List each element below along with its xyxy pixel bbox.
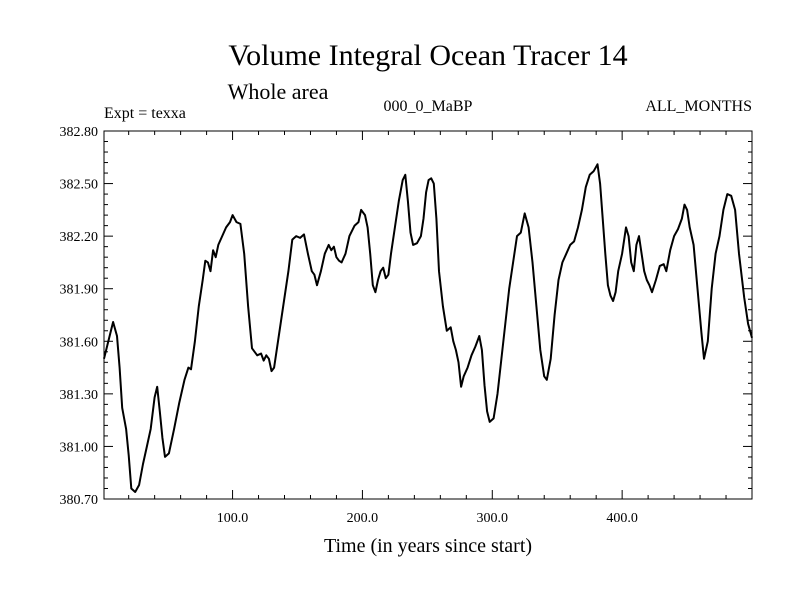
y-tick-label: 381.30 — [60, 388, 99, 403]
y-tick-label: 380.70 — [60, 493, 99, 508]
x-tick-label: 300.0 — [477, 511, 509, 526]
chart-title: Volume Integral Ocean Tracer 14 — [228, 39, 627, 72]
y-axis-ticks: 380.70 381.00 381.30 381.60 381.90 382.20 382.… — [60, 125, 752, 508]
months-label: ALL_MONTHS — [645, 98, 752, 115]
y-tick-label: 381.00 — [60, 440, 99, 455]
plot-frame — [103, 130, 753, 500]
experiment-label: Expt = texxa — [104, 105, 186, 122]
x-tick-label: 100.0 — [217, 511, 249, 526]
y-tick-label: 382.20 — [60, 230, 99, 245]
x-axis-label: Time (in years since start) — [324, 535, 532, 557]
y-tick-label: 382.80 — [60, 125, 99, 140]
chart-subtitle: Whole area — [228, 79, 329, 104]
y-tick-label: 381.90 — [60, 283, 99, 298]
y-tick-label: 381.60 — [60, 335, 99, 350]
x-axis-ticks: 100.0 200.0 300.0 400.0 — [128, 131, 753, 526]
x-tick-label: 200.0 — [347, 511, 379, 526]
y-tick-label: 382.50 — [60, 178, 99, 193]
x-tick-label: 400.0 — [606, 511, 638, 526]
series-line — [103, 163, 753, 493]
period-label: 000_0_MaBP — [384, 98, 473, 115]
